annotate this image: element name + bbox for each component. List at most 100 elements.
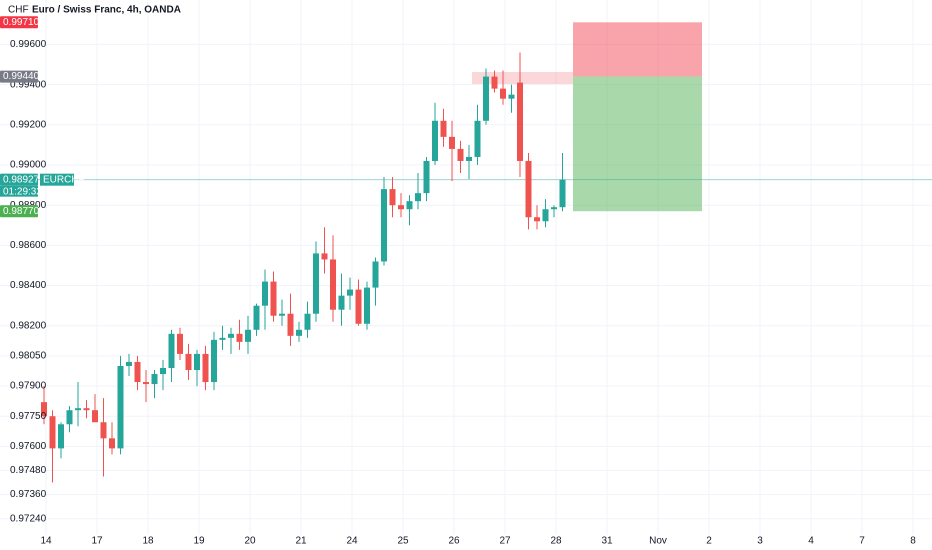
- candle-body: [185, 353, 192, 370]
- x-tick-label: 8: [910, 536, 916, 547]
- candle-body: [338, 295, 345, 310]
- y-tick-label: 0.97750: [10, 411, 47, 422]
- stop-price-label-box: [0, 16, 38, 29]
- target-zone: [573, 76, 702, 212]
- x-tick-label: Nov: [649, 536, 667, 547]
- candle-body: [83, 408, 90, 411]
- last-price-label: 0.98927: [3, 174, 40, 185]
- drawings: [0, 22, 932, 212]
- candle-body: [168, 333, 175, 368]
- y-tick-label: 0.98600: [10, 240, 47, 251]
- candle-body: [355, 289, 362, 324]
- candle-body: [160, 367, 166, 375]
- y-tick-label: 0.99400: [10, 79, 47, 90]
- candle-body: [134, 361, 141, 383]
- entry-price-label: 0.99440: [3, 71, 40, 82]
- candles: [41, 52, 566, 483]
- candle-body: [228, 333, 234, 338]
- y-tick-label: 0.97900: [10, 381, 47, 392]
- x-tick-label: 27: [499, 536, 511, 547]
- x-tick-label: 28: [550, 536, 562, 547]
- y-tick-label: 0.97600: [10, 441, 47, 452]
- candle-body: [279, 313, 285, 316]
- candle-body: [372, 261, 379, 288]
- candle-body: [177, 333, 183, 354]
- candle-body: [109, 438, 115, 449]
- candle-body: [483, 76, 489, 121]
- candle-body: [151, 374, 158, 385]
- candle-body: [92, 410, 98, 423]
- candle-body: [440, 120, 447, 137]
- candle-body: [253, 305, 260, 330]
- entry-price-label-box: [0, 70, 38, 83]
- candle-body: [117, 365, 124, 449]
- candle-body: [296, 329, 302, 336]
- x-tick-label: 17: [91, 536, 103, 547]
- x-tick-label: 14: [40, 536, 52, 547]
- candle-body: [287, 313, 294, 336]
- x-tick-label: 19: [193, 536, 205, 547]
- y-tick-label: 0.98200: [10, 320, 47, 331]
- y-tick-label: 0.99200: [10, 119, 47, 130]
- candle-body: [245, 329, 251, 342]
- candle-body: [202, 353, 209, 383]
- symbol-box: [40, 173, 74, 186]
- candle-body: [500, 88, 506, 99]
- candle-body: [126, 361, 132, 366]
- y-tick-label: 0.99000: [10, 160, 47, 171]
- x-tick-label: 21: [295, 536, 307, 547]
- candle-body: [508, 94, 515, 99]
- candle-body: [466, 156, 472, 161]
- candle-body: [364, 287, 370, 324]
- candle-body: [75, 408, 81, 411]
- target-price-label-box: [0, 205, 38, 218]
- candle-body: [559, 179, 566, 208]
- candle-body: [474, 120, 481, 157]
- countdown-box: [0, 185, 38, 197]
- candle-body: [517, 82, 523, 161]
- candle-body: [449, 136, 455, 149]
- candle-body: [66, 410, 73, 425]
- target-price-label: 0.98770: [3, 206, 40, 217]
- candle-body: [406, 201, 413, 210]
- candle-body: [270, 281, 277, 316]
- x-tick-label: 18: [142, 536, 154, 547]
- last-price-label-box: [0, 173, 38, 186]
- candle-body: [423, 160, 430, 194]
- x-tick-label: 7: [859, 536, 865, 547]
- symbol-label: EURCHF: [43, 174, 85, 185]
- candle-body: [143, 382, 149, 385]
- candle-body: [415, 193, 421, 202]
- stop-price-label: 0.99710: [3, 17, 40, 28]
- candle-body: [58, 424, 64, 449]
- candle-body: [398, 205, 404, 210]
- x-tick-label: 31: [601, 536, 613, 547]
- y-tick-label: 0.98400: [10, 280, 47, 291]
- labels: 0.996000.994000.992000.990000.988000.986…: [0, 16, 916, 547]
- candle-body: [551, 207, 557, 210]
- x-tick-label: 25: [397, 536, 409, 547]
- candle-body: [262, 281, 268, 306]
- x-tick-label: 3: [757, 536, 763, 547]
- x-tick-label: 2: [706, 536, 712, 547]
- x-tick-label: 26: [448, 536, 460, 547]
- x-tick-label: 4: [808, 536, 814, 547]
- candle-body: [321, 253, 328, 260]
- candle-body: [219, 337, 226, 340]
- y-tick-label: 0.97480: [10, 465, 47, 476]
- candle-body: [330, 259, 336, 310]
- countdown-label: 01:29:32: [3, 186, 42, 197]
- candle-body: [457, 148, 464, 161]
- grid: [0, 0, 932, 535]
- candle-body: [534, 217, 540, 222]
- y-tick-label: 0.97360: [10, 489, 47, 500]
- candle-body: [194, 353, 200, 370]
- candle-body: [211, 339, 217, 383]
- x-tick-label: 24: [346, 536, 358, 547]
- candle-body: [100, 422, 107, 439]
- candle-body: [432, 120, 438, 161]
- y-tick-label: 0.97240: [10, 513, 47, 524]
- candle-body: [381, 189, 387, 262]
- candle-body: [236, 333, 243, 342]
- x-tick-label: 20: [244, 536, 256, 547]
